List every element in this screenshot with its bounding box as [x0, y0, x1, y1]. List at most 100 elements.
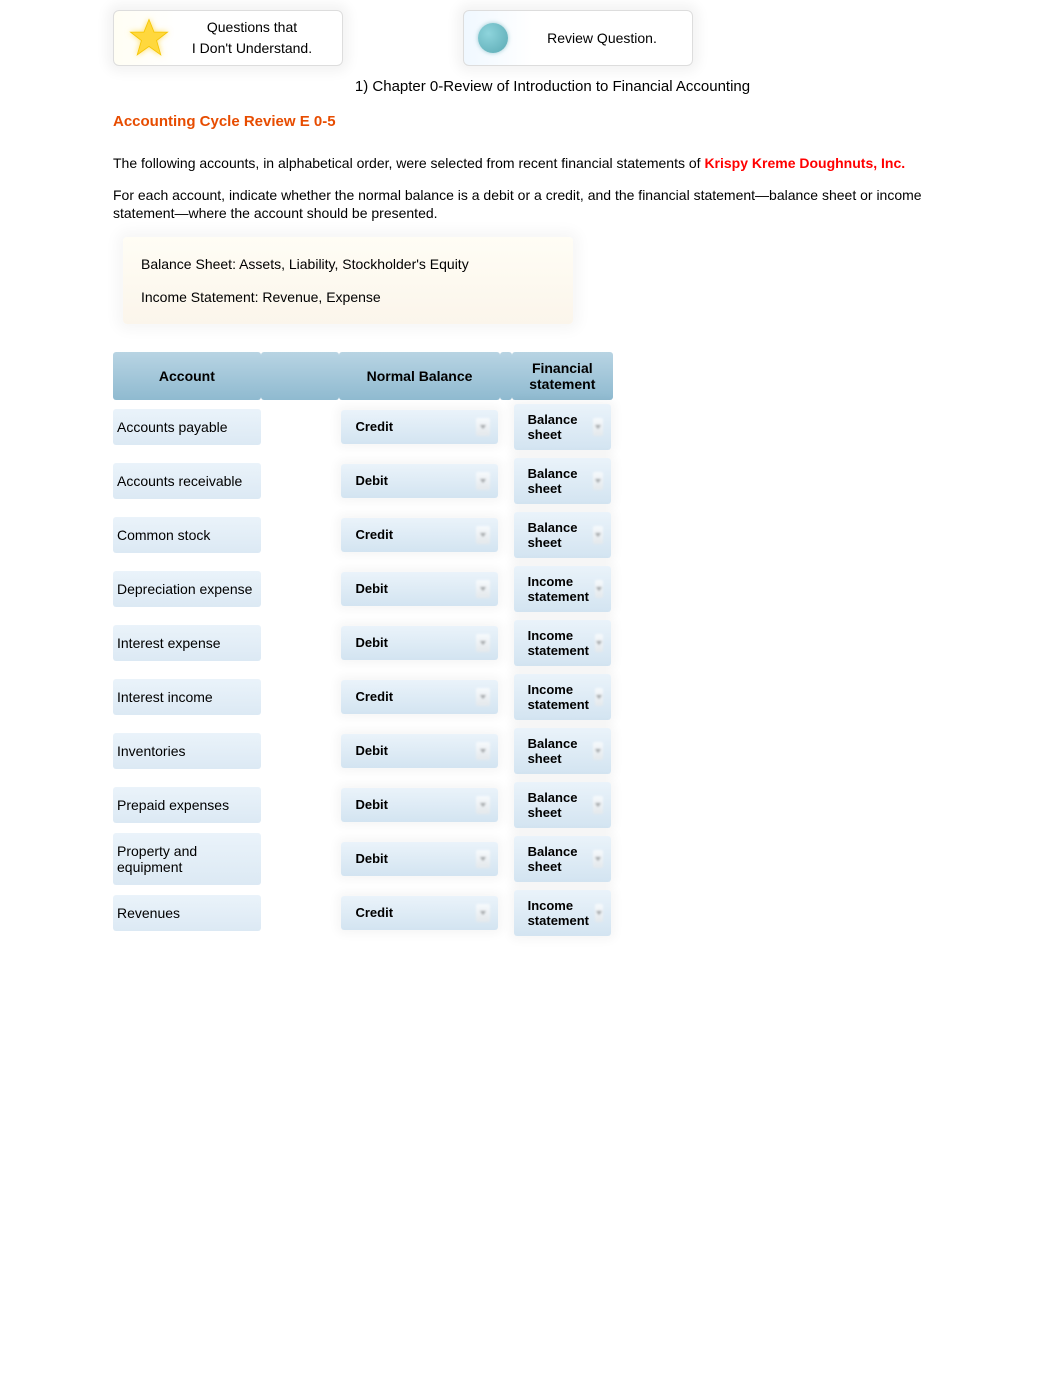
account-name: Revenues	[113, 895, 261, 931]
financial-statement-dropdown[interactable]: Balance sheet	[514, 512, 611, 558]
table-row: Prepaid expenses Debit Balance sheet	[113, 778, 613, 832]
chevron-down-icon	[476, 634, 490, 652]
table-row: Inventories Debit Balance sheet	[113, 724, 613, 778]
normal-balance-value: Debit	[349, 635, 388, 650]
info-box: Balance Sheet: Assets, Liability, Stockh…	[123, 237, 573, 324]
company-name: Krispy Kreme Doughnuts, Inc.	[704, 155, 905, 171]
normal-balance-value: Credit	[349, 419, 393, 434]
financial-statement-value: Balance sheet	[522, 790, 593, 820]
chevron-down-icon	[595, 904, 603, 922]
financial-statement-dropdown[interactable]: Balance sheet	[514, 836, 611, 882]
financial-statement-dropdown[interactable]: Balance sheet	[514, 458, 611, 504]
normal-balance-value: Debit	[349, 473, 388, 488]
col-statement: Financial statement	[512, 352, 613, 400]
financial-statement-value: Balance sheet	[522, 520, 593, 550]
chevron-down-icon	[593, 472, 603, 490]
normal-balance-value: Debit	[349, 797, 388, 812]
financial-statement-dropdown[interactable]: Income statement	[514, 566, 611, 612]
review-card-text: Review Question.	[526, 28, 678, 49]
table-row: Property and equipment Debit Balance sheet	[113, 832, 613, 886]
chevron-down-icon	[476, 796, 490, 814]
financial-statement-dropdown[interactable]: Balance sheet	[514, 782, 611, 828]
financial-statement-value: Balance sheet	[522, 844, 593, 874]
financial-statement-value: Balance sheet	[522, 412, 593, 442]
normal-balance-value: Credit	[349, 527, 393, 542]
chevron-down-icon	[595, 580, 603, 598]
financial-statement-value: Balance sheet	[522, 466, 593, 496]
chevron-down-icon	[595, 634, 603, 652]
accounts-table: Account Normal Balance Financial stateme…	[113, 352, 613, 940]
questions-line1: Questions that	[176, 17, 328, 38]
table-header-row: Account Normal Balance Financial stateme…	[113, 352, 613, 400]
table-row: Depreciation expense Debit Income statemen…	[113, 562, 613, 616]
normal-balance-dropdown[interactable]: Debit	[341, 842, 497, 876]
table-row: Interest expense Debit Income statement	[113, 616, 613, 670]
chapter-heading: 1) Chapter 0-Review of Introduction to F…	[113, 78, 952, 95]
normal-balance-dropdown[interactable]: Debit	[341, 788, 497, 822]
normal-balance-dropdown[interactable]: Debit	[341, 734, 497, 768]
financial-statement-dropdown[interactable]: Balance sheet	[514, 404, 611, 450]
star-icon	[128, 17, 170, 59]
chevron-down-icon	[593, 850, 603, 868]
section-title: Accounting Cycle Review E 0-5	[113, 113, 952, 130]
account-name: Common stock	[113, 517, 261, 553]
financial-statement-dropdown[interactable]: Balance sheet	[514, 728, 611, 774]
chevron-down-icon	[476, 688, 490, 706]
financial-statement-value: Income statement	[522, 574, 595, 604]
table-row: Common stock Credit Balance sheet	[113, 508, 613, 562]
table-row: Interest income Credit Income statement	[113, 670, 613, 724]
chevron-down-icon	[593, 526, 603, 544]
instruction-text: For each account, indicate whether the n…	[113, 186, 952, 222]
normal-balance-dropdown[interactable]: Credit	[341, 680, 497, 714]
financial-statement-value: Income statement	[522, 682, 595, 712]
account-name: Prepaid expenses	[113, 787, 261, 823]
normal-balance-value: Debit	[349, 581, 388, 596]
normal-balance-value: Credit	[349, 905, 393, 920]
intro-prefix: The following accounts, in alphabetical …	[113, 155, 704, 171]
col-balance: Normal Balance	[339, 352, 499, 400]
financial-statement-dropdown[interactable]: Income statement	[514, 620, 611, 666]
normal-balance-dropdown[interactable]: Debit	[341, 626, 497, 660]
review-card[interactable]: Review Question.	[463, 10, 693, 66]
financial-statement-value: Income statement	[522, 628, 595, 658]
chevron-down-icon	[476, 472, 490, 490]
chevron-down-icon	[476, 742, 490, 760]
chevron-down-icon	[593, 742, 603, 760]
table-row: Revenues Credit Income statement	[113, 886, 613, 940]
account-name: Interest income	[113, 679, 261, 715]
chevron-down-icon	[476, 850, 490, 868]
financial-statement-value: Balance sheet	[522, 736, 593, 766]
info-line2: Income Statement: Revenue, Expense	[141, 288, 555, 308]
page: Questions that I Don't Understand. Revie…	[0, 0, 1062, 940]
account-name: Depreciation expense	[113, 571, 261, 607]
normal-balance-value: Debit	[349, 743, 388, 758]
normal-balance-dropdown[interactable]: Credit	[341, 410, 497, 444]
chevron-down-icon	[476, 526, 490, 544]
normal-balance-dropdown[interactable]: Debit	[341, 572, 497, 606]
intro-text: The following accounts, in alphabetical …	[113, 154, 952, 172]
normal-balance-value: Debit	[349, 851, 388, 866]
table-row: Accounts receivableDebitBalance sheet	[113, 454, 613, 508]
top-cards-row: Questions that I Don't Understand. Revie…	[113, 10, 952, 66]
chevron-down-icon	[593, 796, 603, 814]
table-row: Accounts payable Credit Balance sheet	[113, 400, 613, 454]
account-name: Inventories	[113, 733, 261, 769]
chevron-down-icon	[476, 418, 490, 436]
circle-icon	[478, 23, 508, 53]
account-name: Interest expense	[113, 625, 261, 661]
questions-card-text: Questions that I Don't Understand.	[176, 17, 328, 59]
normal-balance-dropdown[interactable]: Credit	[341, 896, 497, 930]
questions-line2: I Don't Understand.	[176, 38, 328, 59]
financial-statement-dropdown[interactable]: Income statement	[514, 890, 611, 936]
account-name: Accounts payable	[113, 409, 261, 445]
normal-balance-dropdown[interactable]: Credit	[341, 518, 497, 552]
normal-balance-dropdown[interactable]: Debit	[341, 464, 497, 498]
chevron-down-icon	[476, 580, 490, 598]
info-line1: Balance Sheet: Assets, Liability, Stockh…	[141, 255, 555, 275]
questions-card[interactable]: Questions that I Don't Understand.	[113, 10, 343, 66]
chevron-down-icon	[593, 418, 603, 436]
normal-balance-value: Credit	[349, 689, 393, 704]
account-name: Property and equipment	[113, 833, 261, 885]
financial-statement-dropdown[interactable]: Income statement	[514, 674, 611, 720]
financial-statement-value: Income statement	[522, 898, 595, 928]
